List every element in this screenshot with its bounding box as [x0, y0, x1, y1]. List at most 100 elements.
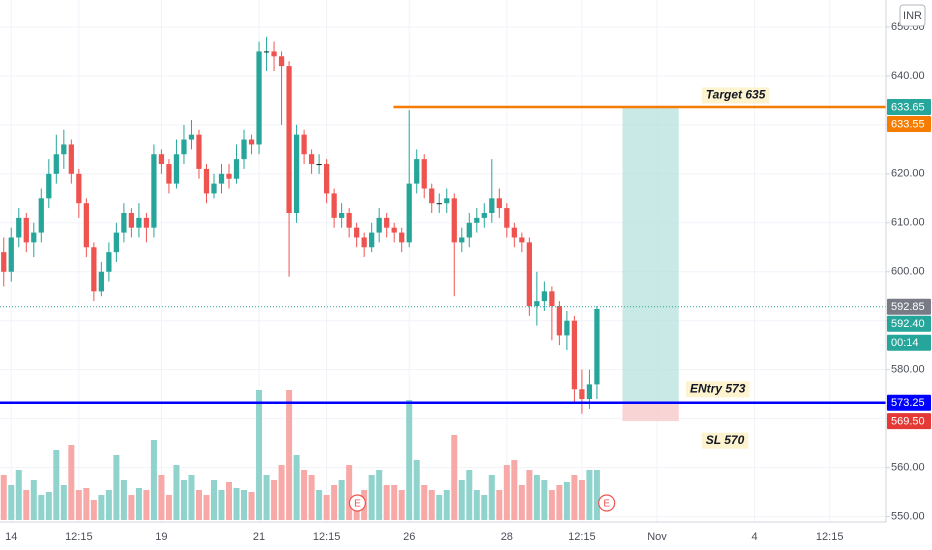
y-tick-label: 550.00	[891, 510, 925, 522]
axes: 550.00560.00570.00580.00590.00600.00610.…	[5, 21, 931, 543]
volume-bar	[23, 490, 30, 520]
volume-bar	[226, 482, 233, 520]
price-label-box	[887, 315, 931, 332]
x-tick-label: 14	[5, 531, 17, 543]
candle-body	[46, 173, 52, 199]
volume-bar	[293, 455, 300, 520]
volume-bar	[451, 435, 458, 520]
candle-body	[354, 227, 360, 238]
volume-bar	[98, 495, 105, 520]
candle-body	[534, 301, 540, 307]
candle-body	[23, 217, 29, 243]
event-marker[interactable]	[598, 494, 616, 512]
volume-bar	[15, 470, 22, 520]
candle-body	[16, 217, 22, 238]
candle-body	[113, 232, 120, 253]
price-label: 592.40	[891, 318, 925, 330]
candle-body	[8, 237, 14, 272]
y-tick-label: 580.00	[891, 364, 925, 376]
candle-body	[474, 217, 480, 223]
candle-body	[376, 217, 382, 233]
candle-body	[346, 212, 352, 228]
volume-bar	[135, 488, 142, 520]
candle-body	[316, 164, 322, 166]
candle-body	[399, 232, 405, 243]
candle-body	[323, 164, 330, 194]
volume-bar	[473, 490, 480, 520]
candle-body	[556, 306, 563, 336]
volume-bar	[180, 480, 187, 520]
candle-body	[541, 291, 547, 302]
volume-bar	[75, 490, 82, 520]
x-tick-label: 21	[253, 531, 265, 543]
countdown: 00:14	[891, 337, 919, 349]
candle-body	[226, 173, 232, 179]
price-label: 592.85	[891, 301, 925, 313]
candle-body	[421, 159, 427, 189]
candle-body	[594, 308, 600, 385]
currency: INR	[903, 10, 922, 22]
x-tick-label: 12:15	[313, 531, 341, 543]
volume-bar	[286, 390, 293, 520]
x-tick-label: 26	[403, 531, 415, 543]
volume-bar	[68, 445, 75, 520]
candle-body	[286, 66, 292, 213]
volume-bar	[60, 485, 67, 520]
candle-body	[218, 173, 225, 184]
x-tick-label: 12:15	[816, 531, 844, 543]
volume-bar	[271, 480, 278, 520]
volume-bar	[263, 475, 270, 520]
candle-body	[571, 320, 578, 390]
volume-bar	[105, 490, 112, 520]
price-label: 569.50	[891, 415, 925, 427]
position-stop-zone	[622, 402, 679, 422]
event-label: E	[603, 499, 610, 510]
annotation-bg	[701, 87, 770, 104]
volume-bar	[53, 450, 60, 520]
volume-bar	[578, 480, 585, 520]
volume-bar	[173, 465, 180, 520]
volume-bar	[38, 495, 45, 520]
volume-bar	[128, 495, 135, 520]
candle-body	[211, 183, 217, 194]
y-tick-label: 610.00	[891, 217, 925, 229]
volume-bar	[376, 470, 383, 520]
x-tick-label: 28	[501, 531, 513, 543]
event-marker[interactable]	[348, 494, 367, 512]
volume-bar	[413, 460, 420, 520]
volume-bar	[338, 480, 345, 520]
volume-bar	[556, 485, 563, 520]
candle-body	[369, 232, 375, 248]
price-label-box	[887, 394, 931, 411]
candle-body	[549, 291, 555, 307]
currency-box[interactable]	[899, 4, 926, 27]
candle-body	[166, 164, 172, 184]
candle-body	[406, 183, 412, 243]
volume-bar	[331, 485, 338, 520]
candle-body	[196, 134, 202, 169]
volume-bar	[526, 470, 533, 520]
annotation: SL 570	[706, 433, 745, 447]
volume-bar	[458, 480, 465, 520]
candle-body	[61, 144, 67, 155]
candle-body	[511, 227, 517, 238]
volume-bar	[488, 475, 495, 520]
volume-bar	[203, 495, 210, 520]
candle-body	[308, 154, 315, 165]
candle-body	[151, 154, 157, 228]
candle-body	[143, 217, 150, 228]
x-tick-label: 4	[752, 531, 758, 543]
candle-body	[256, 51, 262, 145]
candle-body	[98, 271, 104, 292]
candle-body	[451, 198, 457, 243]
candle-body	[263, 51, 270, 53]
candle-body	[339, 212, 345, 218]
volume-bar	[436, 495, 443, 520]
candle-body	[106, 252, 112, 272]
event-label: E	[354, 499, 361, 510]
volume-bar	[30, 480, 37, 520]
candle-body	[519, 237, 525, 243]
volume-bar	[481, 495, 488, 520]
volume-bar	[346, 465, 353, 520]
